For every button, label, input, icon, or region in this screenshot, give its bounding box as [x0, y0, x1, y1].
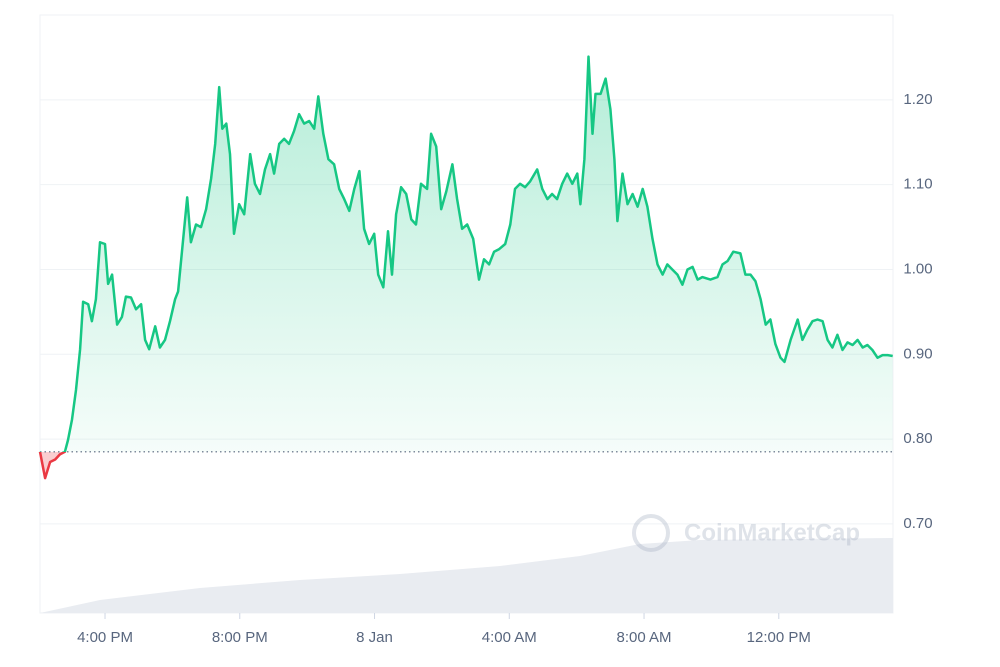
watermark-logo — [632, 514, 670, 552]
price-line — [38, 55, 893, 480]
x-tick-label: 8:00 PM — [212, 629, 268, 646]
volume-area — [40, 538, 893, 613]
watermark: CoinMarketCap — [632, 514, 860, 552]
y-tick-label: 0.90 — [903, 345, 932, 362]
y-tick-label: 0.70 — [903, 515, 932, 532]
y-tick-label: 0.80 — [903, 430, 932, 447]
x-tick-label: 4:00 AM — [482, 629, 537, 646]
x-tick-label: 4:00 PM — [77, 629, 133, 646]
price-area — [40, 56, 893, 479]
x-tick-label: 8:00 AM — [617, 629, 672, 646]
x-tick-label: 12:00 PM — [747, 629, 811, 646]
watermark-text: CoinMarketCap — [684, 519, 860, 546]
y-tick-label: 1.00 — [903, 260, 932, 277]
y-tick-label: 1.20 — [903, 91, 932, 108]
y-tick-label: 1.10 — [903, 176, 932, 193]
x-tick-label: 8 Jan — [356, 629, 393, 646]
